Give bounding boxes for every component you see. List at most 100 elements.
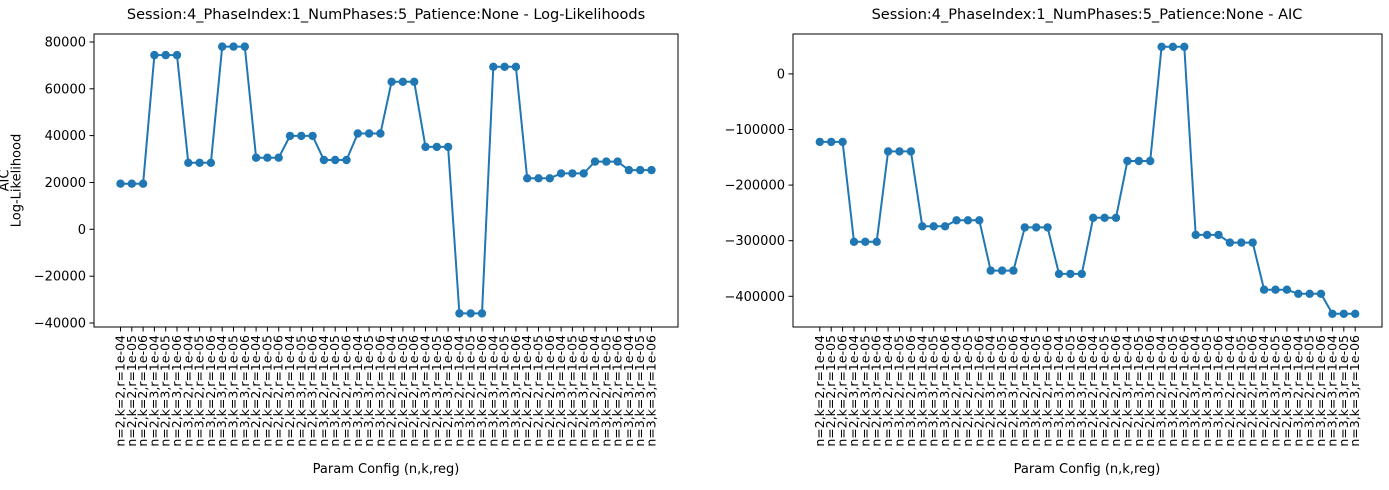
x-tick-label: n=2,k=2,r=1e-05 (395, 335, 410, 447)
x-tick-label: n=3,k=2,r=1e-05 (192, 335, 207, 447)
data-point (568, 169, 577, 178)
x-tick-label: n=2,k=3,r=1e-05 (994, 335, 1009, 447)
data-point (206, 158, 216, 167)
data-point (861, 237, 870, 246)
data-point (1134, 156, 1143, 166)
x-tick-label: n=3,k=2,r=1e-05 (463, 335, 478, 447)
x-tick-label: n=3,k=3,r=1e-04 (485, 335, 500, 447)
data-point (906, 147, 916, 156)
data-point (1168, 42, 1178, 51)
data-point (353, 129, 362, 138)
data-point (986, 266, 995, 275)
data-point (432, 142, 441, 152)
data-point (1339, 309, 1348, 318)
data-point (489, 62, 498, 71)
data-point (398, 77, 408, 87)
data-point (443, 142, 453, 152)
data-point (364, 129, 374, 138)
data-point (421, 142, 430, 152)
data-line (120, 45, 652, 315)
y-tick-label: 80000 (45, 36, 86, 51)
x-tick-label: n=3,k=2,r=1e-05 (1165, 335, 1180, 447)
data-point (1009, 266, 1018, 275)
x-tick-label: n=2,k=2,r=1e-06 (1245, 335, 1260, 447)
data-point (534, 174, 543, 183)
data-point (195, 158, 204, 167)
data-point (1066, 269, 1075, 279)
data-point (1225, 238, 1235, 247)
y-tick-label: 40000 (45, 129, 86, 144)
x-tick-label: n=3,k=3,r=1e-05 (497, 335, 512, 447)
data-point (1202, 230, 1212, 240)
data-point (556, 169, 566, 178)
x-tick-label: n=2,k=2,r=1e-04 (248, 335, 263, 447)
aic-plot: 0 −100000 −200000 −300000 −400000 n=2,k=2,r=1… (724, 33, 1383, 447)
x-tick-label: n=2,k=3,r=1e-04 (553, 335, 568, 447)
plot-border (792, 33, 1383, 328)
x-tick-label: n=3,k=3,r=1e-06 (1211, 335, 1226, 447)
x-tick-label: n=3,k=2,r=1e-06 (1176, 335, 1191, 447)
x-tick-label: n=3,k=3,r=1e-04 (1188, 335, 1203, 447)
x-tick-label: n=3,k=2,r=1e-04 (1290, 335, 1305, 447)
x-tick-label: n=2,k=3,r=1e-04 (1119, 335, 1134, 447)
data-point (872, 237, 881, 246)
data-point (895, 147, 904, 156)
data-point (455, 309, 464, 318)
x-tick-label: n=2,k=3,r=1e-05 (857, 335, 872, 447)
data-point (1054, 269, 1064, 279)
data-point (511, 62, 521, 71)
data-point (1259, 285, 1269, 294)
x-tick-label: n=2,k=3,r=1e-04 (282, 335, 297, 447)
x-tick-label: n=3,k=3,r=1e-05 (632, 335, 647, 447)
data-point (838, 137, 847, 147)
data-point (150, 50, 159, 60)
x-tick-label: n=3,k=2,r=1e-06 (903, 335, 918, 447)
x-tick-label: n=2,k=2,r=1e-04 (519, 335, 534, 447)
x-tick-label: n=2,k=2,r=1e-05 (960, 335, 975, 447)
x-tick-label: n=3,k=2,r=1e-04 (587, 335, 602, 447)
x-tick-label: n=2,k=3,r=1e-06 (169, 335, 184, 447)
x-tick-label: n=2,k=2,r=1e-05 (531, 335, 546, 447)
data-point (1214, 230, 1223, 240)
x-tick-label: n=2,k=2,r=1e-04 (1085, 335, 1100, 447)
data-point (929, 222, 938, 231)
data-point (1157, 42, 1166, 51)
x-tick-label: n=3,k=2,r=1e-06 (339, 335, 354, 447)
data-point (1271, 285, 1280, 294)
x-tick-label: n=3,k=3,r=1e-06 (508, 335, 523, 447)
data-point (918, 222, 927, 231)
x-tick-label: n=3,k=2,r=1e-05 (1028, 335, 1043, 447)
data-point (1032, 223, 1041, 232)
x-tick-label: n=2,k=3,r=1e-06 (1279, 335, 1294, 447)
x-tick-label: n=2,k=3,r=1e-06 (440, 335, 455, 447)
x-tick-label: n=3,k=3,r=1e-04 (1324, 335, 1339, 447)
data-point (477, 309, 487, 318)
data-point (815, 137, 824, 147)
data-point (1020, 223, 1029, 232)
data-point (827, 137, 836, 147)
data-point (331, 155, 340, 165)
x-tick-label: n=3,k=2,r=1e-04 (180, 335, 195, 447)
x-tick-label: n=2,k=3,r=1e-06 (305, 335, 320, 447)
x-tick-label: n=2,k=3,r=1e-05 (429, 335, 444, 447)
data-point (952, 216, 961, 225)
data-point (1100, 213, 1109, 222)
data-point (116, 179, 125, 188)
data-point (251, 153, 261, 162)
data-point (500, 62, 509, 71)
y-tick-label: −100000 (724, 123, 785, 138)
data-point (172, 50, 182, 60)
x-tick-label: n=2,k=2,r=1e-05 (124, 335, 139, 447)
x-tick-label: n=2,k=2,r=1e-06 (135, 335, 150, 447)
x-tick-label: n=2,k=3,r=1e-05 (1131, 335, 1146, 447)
data-point (1305, 289, 1314, 298)
x-tick-label: n=3,k=2,r=1e-04 (1154, 335, 1169, 447)
y-tick-label: 60000 (45, 82, 86, 97)
data-point (138, 179, 148, 188)
x-tick-label: n=2,k=3,r=1e-06 (1142, 335, 1157, 447)
x-tick-label: n=2,k=2,r=1e-04 (1222, 335, 1237, 447)
data-point (1111, 213, 1121, 222)
x-tick-label: n=2,k=2,r=1e-04 (113, 335, 128, 447)
chart-title-log-likelihoods: Session:4_PhaseIndex:1_NumPhases:5_Patie… (126, 7, 646, 23)
x-tick-label: n=2,k=3,r=1e-04 (418, 335, 433, 447)
